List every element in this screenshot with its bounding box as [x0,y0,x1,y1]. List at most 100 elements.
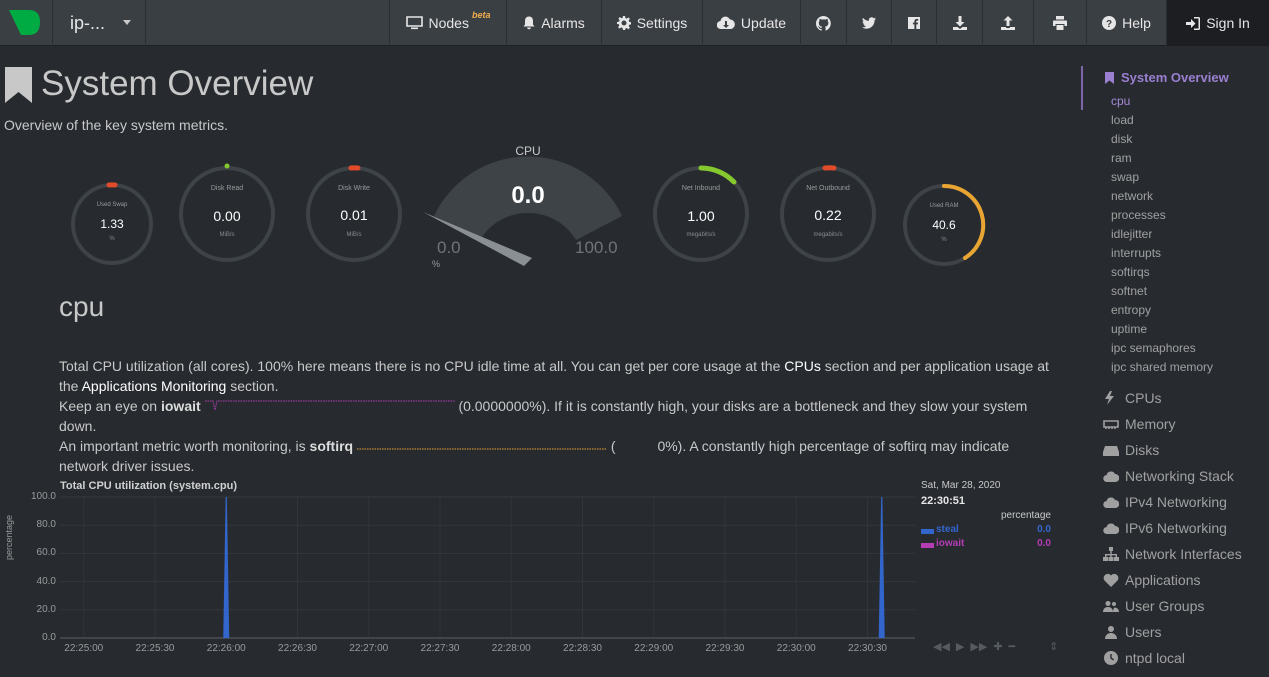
sidebar-item-ipc-semaphores[interactable]: ipc semaphores [1111,341,1196,355]
sidebar-active-label: System Overview [1121,70,1229,85]
net-inbound-gauge-label: Net Inbound [681,185,721,192]
sidebar-section-cpus[interactable]: CPUs [1103,390,1162,406]
sidebar-item-swap[interactable]: swap [1111,170,1140,184]
sidebar-item-softirqs[interactable]: softirqs [1111,265,1150,279]
sidebar-item-system-overview[interactable]: System Overview [1105,70,1229,85]
nodes-button[interactable]: Nodes beta [389,0,506,46]
logo-icon [9,10,40,35]
sidebar-item-network[interactable]: network [1111,189,1154,203]
sidebar-item-uptime[interactable]: uptime [1111,322,1148,336]
sidebar-section-networking-stack[interactable]: Networking Stack [1103,468,1234,484]
sidebar-section-label: User Groups [1125,598,1205,614]
twitter-button[interactable] [846,0,891,46]
cloud-icon [1103,471,1119,483]
net-outbound-gauge-label: Net Outbound [806,185,850,192]
sidebar-section-memory[interactable]: Memory [1103,416,1176,432]
applications-monitoring-link[interactable]: Applications Monitoring [81,378,227,394]
settings-button[interactable]: Settings [601,0,702,46]
disk-read-gauge-label: Disk Read [210,185,244,192]
sidebar-item-load[interactable]: load [1111,113,1134,127]
zoom-in-icon[interactable]: ✚ [993,641,1003,653]
sidebar-section-label: Networking Stack [1125,468,1234,484]
disk-read-gauge[interactable]: Disk Read 0.00 MiB/s [176,163,278,265]
sign-in-icon [1186,16,1201,30]
zoom-out-icon[interactable]: ━ [1008,641,1016,653]
cpu-gauge-unit: % [432,259,441,269]
cpu-chart-plot[interactable] [60,495,915,645]
facebook-button[interactable] [891,0,936,46]
update-label: Update [740,15,787,31]
sidebar-section-label: Disks [1125,442,1160,458]
chevron-down-icon [123,20,131,25]
github-button[interactable] [800,0,846,46]
github-icon [816,15,831,31]
legend-iowait-name: iowait [936,538,965,549]
rewind-icon[interactable]: ◀◀ [933,641,950,653]
softirq-term: softirq [309,438,354,454]
softirq-sparkline[interactable] [356,442,607,452]
sidebar-item-softnet[interactable]: softnet [1111,284,1148,298]
download-button[interactable] [936,0,982,46]
ram-gauge[interactable]: Used RAM 40.6 % [900,181,988,269]
monitor-icon [405,16,423,30]
sidebar-section-ntpd-local[interactable]: ntpd local [1103,650,1185,666]
twitter-icon [862,17,876,29]
cpu-gauge[interactable]: CPU 0.0 0.0 100.0 % [420,140,636,270]
chart-x-tick-label: 22:25:30 [135,643,175,654]
chart-x-tick-label: 22:26:00 [206,643,246,654]
netdata-logo[interactable] [0,0,52,46]
play-icon[interactable]: ▶ [955,641,965,653]
chart-x-tick-label: 22:30:30 [848,643,887,654]
legend-item-steal[interactable]: steal 0.0 [921,524,1051,538]
disk-write-gauge-ring [306,165,402,262]
print-button[interactable] [1033,0,1086,46]
net-inbound-gauge[interactable]: Net Inbound 1.00 megabits/s [650,163,752,265]
swap-gauge[interactable]: Used Swap 1.33 % [68,180,156,268]
sidebar-section-ipv4-networking[interactable]: IPv4 Networking [1103,494,1227,510]
steal-swatch [921,529,934,534]
swap-gauge-value: 1.33 [100,217,124,231]
sidebar-item-cpu[interactable]: cpu [1111,94,1131,108]
sidebar-section-ipv6-networking[interactable]: IPv6 Networking [1103,520,1227,536]
sidebar-item-disk[interactable]: disk [1111,132,1133,146]
iowait-sparkline[interactable] [204,400,455,414]
update-button[interactable]: Update [702,0,800,46]
sign-in-button[interactable]: Sign In [1166,0,1269,46]
chart-x-tick-label: 22:28:30 [563,643,602,654]
fast-forward-icon[interactable]: ▶▶ [970,641,988,653]
legend-item-iowait[interactable]: iowait 0.0 [921,538,1051,552]
sidebar-section-label: Network Interfaces [1125,546,1242,562]
sidebar-section-user-groups[interactable]: User Groups [1103,598,1204,614]
cpu-gauge-min: 0.0 [437,238,461,257]
disk-write-gauge[interactable]: Disk Write 0.01 MiB/s [303,163,405,265]
disk-read-gauge-ring [179,163,275,262]
disk-write-gauge-label: Disk Write [338,185,370,192]
sidebar-item-processes[interactable]: processes [1111,208,1166,222]
sitemap-icon [1103,547,1119,561]
resize-handle-icon[interactable]: ⇕ [1049,641,1059,653]
chart-x-tick-label: 22:28:00 [491,643,531,654]
net-outbound-gauge[interactable]: Net Outbound 0.22 megabits/s [777,163,879,265]
sidebar-section-applications[interactable]: Applications [1103,572,1201,588]
host-selector[interactable]: ip-... [52,0,146,46]
softirq-desc-paren: ( [610,438,616,454]
sidebar-item-ram[interactable]: ram [1111,151,1132,165]
sidebar-section-network-interfaces[interactable]: Network Interfaces [1103,546,1242,562]
sidebar-section-label: CPUs [1125,390,1162,406]
svg-text:?: ? [1106,19,1112,30]
chart-y-tick-label: 100.0 [30,491,56,502]
sidebar-section-users[interactable]: Users [1103,624,1162,640]
softirq-description: An important metric worth monitoring, is… [59,436,1059,476]
alarms-button[interactable]: Alarms [506,0,601,46]
facebook-icon [908,17,920,29]
sidebar-section-disks[interactable]: Disks [1103,442,1159,458]
sidebar-item-ipc-shared-memory[interactable]: ipc shared memory [1111,360,1214,374]
sidebar-item-idlejitter[interactable]: idlejitter [1111,227,1153,241]
sidebar-item-entropy[interactable]: entropy [1111,303,1152,317]
users-icon [1103,601,1119,612]
help-button[interactable]: ? Help [1086,0,1166,46]
chart-toolbox: ◀◀ ▶ ▶▶ ✚ ━ ⇕ [933,640,1058,653]
sidebar-item-interrupts[interactable]: interrupts [1111,246,1162,260]
cpus-link[interactable]: CPUs [784,358,821,374]
upload-button[interactable] [982,0,1033,46]
